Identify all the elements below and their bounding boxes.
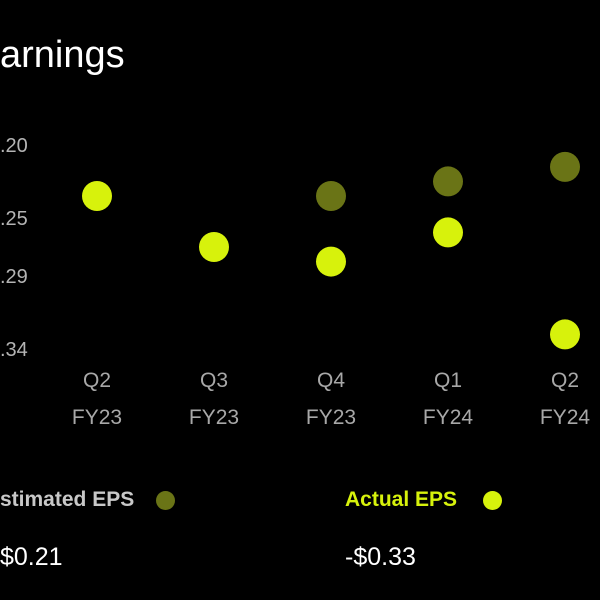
legend-actual-dot: [483, 491, 502, 510]
actual-eps-point: [550, 319, 580, 350]
x-tick-fiscal-year: FY23: [306, 406, 356, 429]
estimated-eps-point: [433, 166, 463, 197]
actual-eps-point: [433, 217, 463, 248]
x-tick-quarter: Q4: [317, 369, 345, 392]
y-tick-label: .34: [0, 339, 28, 361]
x-tick-quarter: Q3: [200, 369, 228, 392]
x-tick-fiscal-year: FY24: [423, 406, 474, 429]
x-tick-fiscal-year: FY24: [540, 406, 591, 429]
legend-estimated-dot: [156, 491, 175, 510]
actual-eps-point: [199, 232, 229, 262]
estimated-eps-point: [550, 151, 580, 182]
y-tick-label: .25: [0, 208, 28, 230]
x-tick-quarter: Q1: [434, 369, 462, 392]
legend-estimated-label: stimated EPS: [0, 488, 135, 511]
y-tick-label: .29: [0, 266, 28, 288]
y-tick-label: .20: [0, 135, 28, 157]
x-tick-quarter: Q2: [83, 369, 111, 392]
x-tick-fiscal-year: FY23: [189, 406, 239, 429]
actual-eps-point: [316, 246, 346, 277]
actual-eps-point: [82, 181, 112, 211]
estimated-eps-point: [316, 181, 346, 211]
actual-eps-value: -$0.33: [345, 543, 416, 571]
legend-actual-label: Actual EPS: [345, 488, 458, 511]
estimated-eps-value: $0.21: [0, 543, 63, 571]
x-tick-quarter: Q2: [551, 369, 579, 392]
x-tick-fiscal-year: FY23: [72, 406, 122, 429]
chart-title: arnings: [0, 34, 125, 76]
